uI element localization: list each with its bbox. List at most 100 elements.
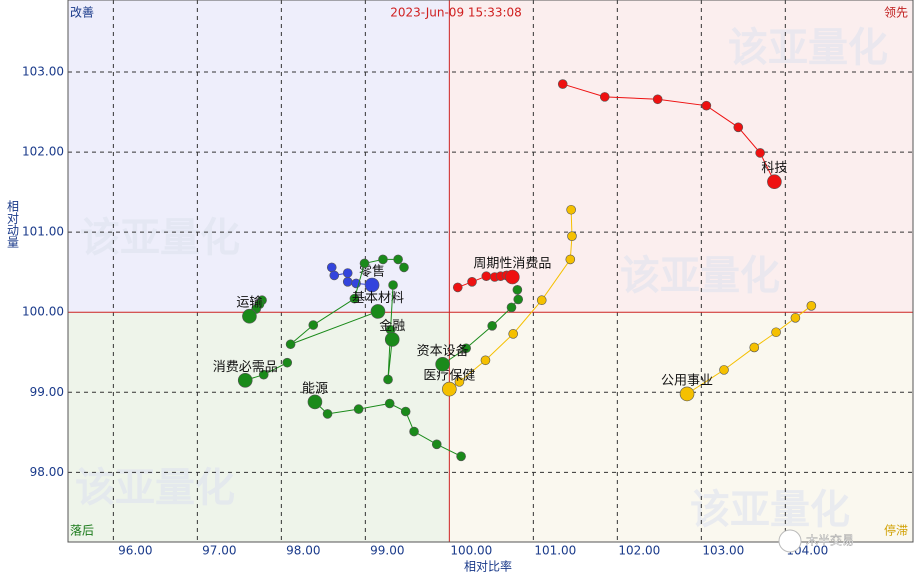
current-point [370,304,386,319]
trail-point [322,409,333,419]
trail-point [771,327,781,338]
y-axis-title: 相对动量 [6,200,20,248]
x-tick-label: 96.00 [118,544,152,558]
trail-point [467,277,477,287]
trail-point [481,271,492,282]
x-tick-label: 103.00 [702,544,744,558]
trail-point [480,355,491,366]
trail-point [599,92,610,102]
quadrant-bg [68,312,450,542]
trail-point [513,294,524,305]
trail-point [359,258,370,269]
quadrant-bg [449,0,913,313]
y-tick-label: 103.00 [22,65,64,79]
current-point [679,386,695,402]
y-tick-label: 101.00 [22,225,64,239]
x-tick-label: 98.00 [286,544,320,558]
series-label: 运输 [236,295,262,311]
series-label: 基本材料 [352,291,404,306]
trail-point [487,321,497,331]
trail-point [378,254,388,265]
current-point [435,356,450,372]
y-tick-label: 99.00 [30,385,64,399]
trail-point [400,406,411,417]
trail-point [431,439,442,450]
y-tick-label: 98.00 [30,465,64,479]
series-label: 周期性消费品 [473,257,551,272]
trail-point [342,268,353,278]
quadrant-label: 改善 [70,5,94,20]
series-label: 消费必需品 [213,360,278,375]
trail-point [567,231,577,241]
trail-point [393,254,403,265]
trail-point [454,377,465,387]
watermark: 该亚量化 [690,487,850,533]
plot-frame [67,0,914,543]
trail-point [342,277,353,287]
series-label: 金融 [379,318,405,334]
brand-icon [778,529,802,553]
series-label: 资本设备 [417,343,469,359]
trail-point [508,329,518,339]
x-tick-label: 102.00 [618,544,660,558]
trail-point [806,301,817,311]
trail-point [749,342,760,353]
trail-point [399,262,409,273]
current-point [307,394,323,410]
trail-point [565,254,576,265]
x-tick-label: 97.00 [202,544,236,558]
current-point [364,277,380,293]
series-label: 公用事业 [661,373,713,388]
quadrant-label: 落后 [70,524,94,538]
trail-point [329,270,340,281]
trail-line [387,284,394,380]
y-tick-label: 102.00 [22,145,64,159]
current-point [442,381,457,397]
current-point [767,174,782,190]
trail-point [388,280,398,290]
trail-point [349,293,360,304]
brand: 木半交易 [806,533,854,548]
trail-point [790,313,801,323]
trail-point [566,204,576,215]
trail-point [456,451,466,462]
trail-point [719,365,729,375]
trail-point [383,374,393,385]
watermark: 该亚量化 [80,215,240,261]
trail-point [536,295,547,306]
watermark: 该亚量化 [620,253,780,299]
trail-point [308,320,319,330]
trail-point [701,100,712,111]
watermark: 该亚量化 [75,465,235,511]
trail-point [384,398,395,409]
quadrant-bg [68,0,450,313]
current-point [505,269,520,285]
series-label: 能源 [302,381,328,396]
trail-point [452,282,463,293]
quadrant-label: 领先 [884,6,908,20]
series-label: 科技 [761,161,787,176]
trail-point [409,426,419,437]
x-axis-title: 相对比率 [464,559,512,574]
current-point [242,308,257,324]
quadrant-label: 停滞 [884,523,908,538]
trail-point [652,94,663,105]
chart-title: 2023-Jun-09 15:33:08 [390,6,522,20]
y-tick-label: 100.00 [22,305,64,319]
trail-point [285,339,296,350]
trail-point [326,262,337,273]
x-tick-label: 99.00 [370,544,404,558]
trail-point [258,369,269,380]
x-tick-label: 101.00 [534,544,576,558]
x-tick-label: 100.00 [450,544,492,558]
trail-point [557,79,568,89]
current-point [237,372,253,388]
trail-point [512,285,523,295]
series-label: 医疗保健 [423,369,475,384]
watermark: 该亚量化 [728,25,888,71]
trail-point [733,122,744,133]
trail-point [755,148,765,158]
quadrant-bg [449,312,913,542]
trail-point [353,404,364,414]
